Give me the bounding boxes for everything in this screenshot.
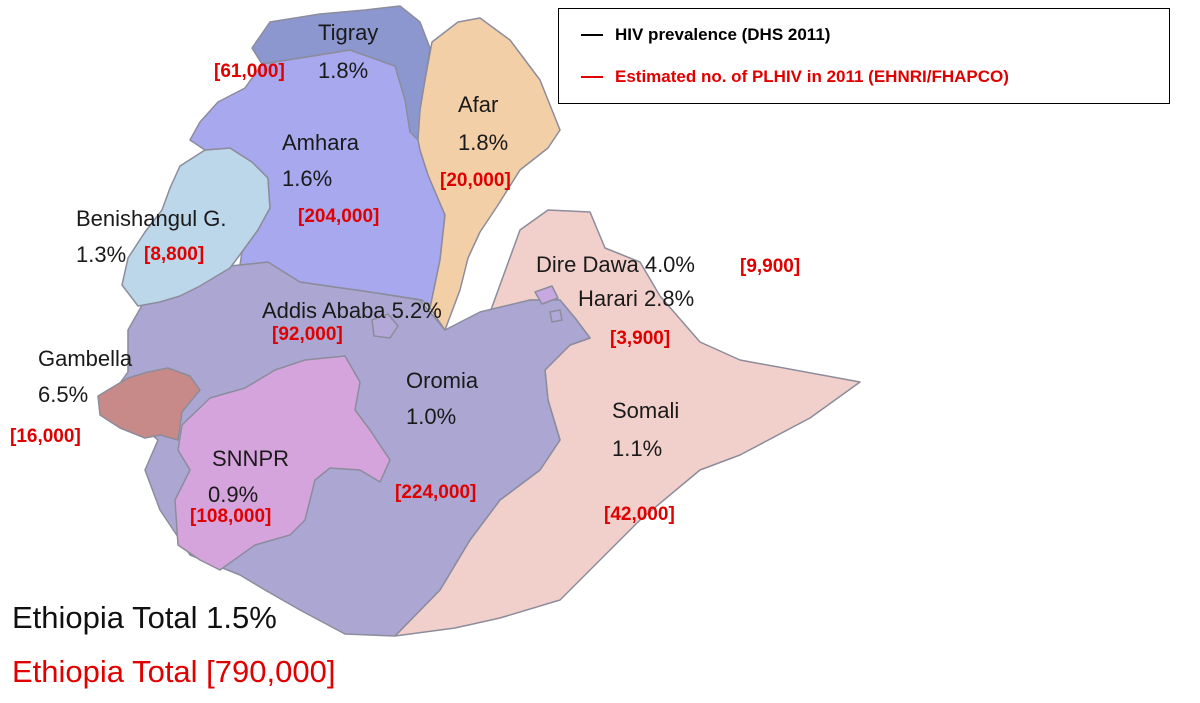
region-plhiv-addis-ababa: [92,000] [272,324,343,345]
region-plhiv-tigray: [61,000] [214,61,285,82]
region-name-afar: Afar [458,92,498,117]
region-prevalence-gambella: 6.5% [38,382,88,407]
region-addis-ababa[interactable] [371,313,399,339]
region-plhiv-somali: [42,000] [604,504,675,525]
region-label-dire-dawa: Dire Dawa 4.0% [536,252,695,277]
region-prevalence-afar: 1.8% [458,130,508,155]
ethiopia-total-plhiv: Ethiopia Total [790,000] [12,654,336,689]
region-prevalence-harari: 2.8% [644,286,694,311]
region-afar[interactable] [417,17,561,331]
map-legend: HIV prevalence (DHS 2011) Estimated no. … [558,8,1170,104]
legend-item-plhiv: Estimated no. of PLHIV in 2011 (EHNRI/FH… [581,67,1009,87]
region-name-amhara: Amhara [282,130,360,155]
region-plhiv-snnpr: [108,000] [190,506,271,527]
region-snnpr[interactable] [174,355,391,571]
region-prevalence-snnpr: 0.9% [208,482,258,507]
region-prevalence-oromia: 1.0% [406,404,456,429]
region-name-somali: Somali [612,398,679,423]
region-name-snnpr: SNNPR [212,446,289,471]
region-name-addis-ababa: Addis Ababa [262,298,386,323]
region-plhiv-amhara: [204,000] [298,206,379,227]
region-prevalence-tigray: 1.8% [318,58,368,83]
region-plhiv-gambella: [16,000] [10,426,81,447]
region-prevalence-dire-dawa: 4.0% [645,252,695,277]
legend-swatch-red [581,76,603,78]
region-prevalence-somali: 1.1% [612,436,662,461]
region-name-oromia: Oromia [406,368,479,393]
region-plhiv-dire-dawa: [9,900] [740,256,800,277]
region-label-addis-ababa: Addis Ababa 5.2% [262,298,442,323]
region-name-tigray: Tigray [318,20,378,45]
region-plhiv-harari: [3,900] [610,328,670,349]
region-name-harari: Harari [578,286,638,311]
region-gambella[interactable] [97,367,201,441]
region-name-benishangul: Benishangul G. [76,206,226,231]
region-prevalence-addis-ababa: 5.2% [392,298,442,323]
region-name-dire-dawa: Dire Dawa [536,252,639,277]
region-name-gambella: Gambella [38,346,133,371]
region-plhiv-benishangul: [8,800] [144,244,204,265]
legend-label-plhiv: Estimated no. of PLHIV in 2011 (EHNRI/FH… [615,67,1009,86]
region-label-harari: Harari 2.8% [578,286,694,311]
legend-item-prevalence: HIV prevalence (DHS 2011) [581,25,830,45]
legend-label-prevalence: HIV prevalence (DHS 2011) [615,25,831,44]
region-prevalence-amhara: 1.6% [282,166,332,191]
ethiopia-total-prevalence: Ethiopia Total 1.5% [12,600,277,635]
region-plhiv-oromia: [224,000] [395,482,476,503]
region-harari[interactable] [549,309,563,323]
region-prevalence-benishangul: 1.3% [76,242,126,267]
region-plhiv-afar: [20,000] [440,170,511,191]
legend-swatch-black [581,34,603,36]
region-dire-dawa[interactable] [534,285,559,305]
